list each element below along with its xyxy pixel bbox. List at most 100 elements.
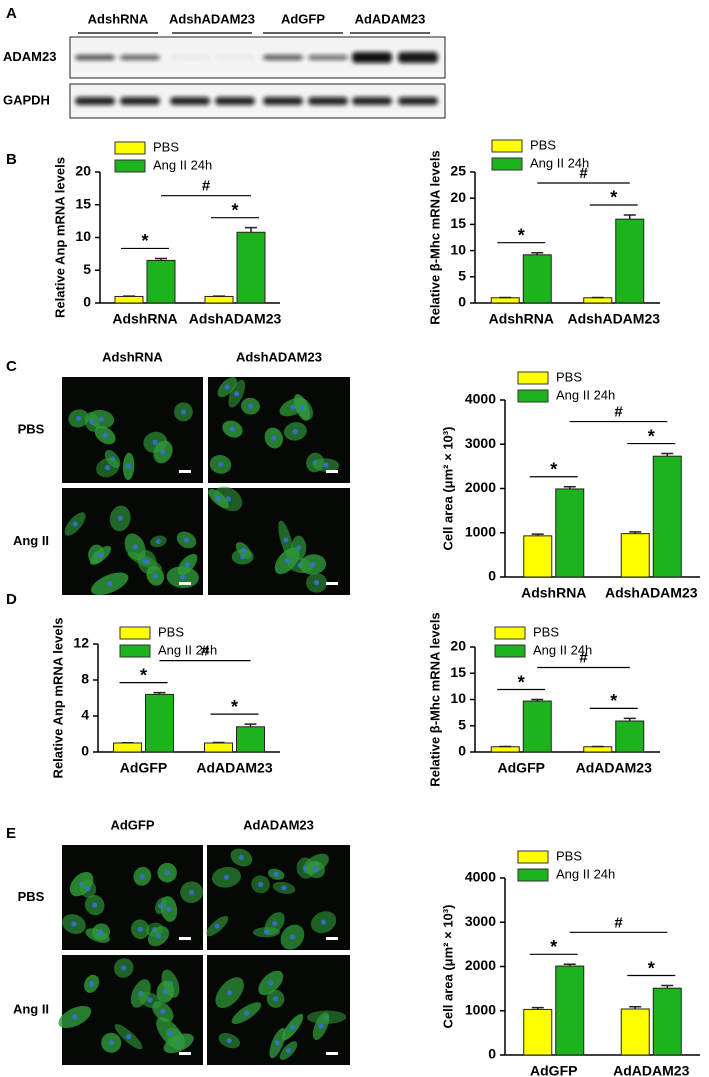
y-axis-label: Cell area (μm² × 10³) xyxy=(440,427,455,551)
legend-label: Ang II 24h xyxy=(556,866,615,881)
blot-band xyxy=(75,97,115,105)
scale-bar xyxy=(179,937,191,940)
legend-label: PBS xyxy=(530,137,556,152)
blot-band xyxy=(215,97,255,105)
x-tick-label: AdshADAM23 xyxy=(189,311,282,327)
scale-bar xyxy=(326,1052,338,1055)
bar xyxy=(523,1008,553,1056)
y-axis-label: Relative Anp mRNA levels xyxy=(52,157,67,318)
error-bar xyxy=(623,717,636,722)
nucleus xyxy=(117,515,123,522)
x-tick-label: AdGFP xyxy=(120,760,167,776)
bar xyxy=(583,746,613,753)
y-tick-label: 1000 xyxy=(465,1001,496,1017)
nucleus xyxy=(289,1024,296,1030)
y-tick-label: 25 xyxy=(450,163,466,179)
blot-band xyxy=(75,55,115,60)
nucleus xyxy=(166,906,172,912)
y-tick-label: 3000 xyxy=(465,913,496,929)
scale-bar xyxy=(179,1052,191,1055)
nucleus xyxy=(139,873,145,879)
nucleus xyxy=(162,989,168,995)
y-tick-label: 5 xyxy=(83,261,91,277)
nucleus xyxy=(283,537,289,543)
nucleus xyxy=(313,866,319,873)
legend-swatch xyxy=(114,141,146,155)
nucleus xyxy=(155,538,162,544)
legend-label: PBS xyxy=(158,624,184,639)
micrograph-row-label: Ang II xyxy=(13,533,49,548)
bar xyxy=(113,742,142,753)
bar xyxy=(236,726,265,753)
nucleus xyxy=(164,870,170,876)
between-group-mark: # xyxy=(579,649,588,666)
y-axis-label: Cell area (μm² × 10³) xyxy=(440,905,455,1029)
significance-mark: * xyxy=(141,231,148,251)
blot-band xyxy=(352,52,392,63)
error-bar xyxy=(244,723,257,727)
legend-label: Ang II 24h xyxy=(556,387,615,402)
legend-label: PBS xyxy=(556,369,582,384)
bar xyxy=(615,218,645,304)
nucleus xyxy=(274,1040,281,1046)
nucleus xyxy=(89,419,95,425)
nucleus xyxy=(215,495,222,502)
blot-band xyxy=(263,97,303,105)
significance-mark: * xyxy=(648,426,655,446)
legend-label: Ang II 24h xyxy=(530,155,589,170)
bar xyxy=(114,295,144,304)
between-group-mark: # xyxy=(614,914,623,931)
legend-label: Ang II 24h xyxy=(153,157,212,172)
y-tick-label: 5 xyxy=(458,716,466,732)
nucleus xyxy=(137,926,143,932)
error-bar xyxy=(661,984,674,989)
y-tick-label: 0 xyxy=(83,294,91,310)
between-group-mark: # xyxy=(202,178,211,195)
significance-mark: * xyxy=(231,697,238,717)
x-tick-label: AdshRNA xyxy=(521,585,586,601)
blot-band xyxy=(352,97,392,105)
between-group-mark: # xyxy=(579,165,588,182)
legend-label: PBS xyxy=(533,624,559,639)
bar xyxy=(490,746,520,753)
nucleus xyxy=(160,1008,166,1015)
y-tick-label: 10 xyxy=(75,228,91,244)
legend-label: Ang II 24h xyxy=(533,642,592,657)
y-tick-label: 2000 xyxy=(465,957,496,973)
panel-letter: D xyxy=(6,591,17,608)
y-tick-label: 20 xyxy=(450,189,466,205)
nucleus xyxy=(271,921,278,927)
nucleus xyxy=(272,996,279,1002)
nucleus xyxy=(88,981,95,987)
nucleus xyxy=(180,574,186,580)
significance-mark: * xyxy=(610,188,617,208)
nucleus xyxy=(72,1014,78,1020)
error-bar xyxy=(153,691,166,695)
micrograph-row-label: PBS xyxy=(18,421,45,436)
legend-swatch xyxy=(517,850,549,864)
blot-band xyxy=(263,55,303,60)
bar xyxy=(652,987,682,1056)
micrograph-row-label: PBS xyxy=(18,889,45,904)
significance-mark: * xyxy=(610,691,617,711)
nucleus xyxy=(76,415,82,422)
nucleus xyxy=(247,403,254,409)
nucleus xyxy=(285,1047,292,1054)
bar xyxy=(620,1008,650,1056)
nucleus xyxy=(318,1023,324,1029)
blot-band xyxy=(170,55,210,60)
legend-swatch xyxy=(517,868,549,882)
nucleus xyxy=(217,461,224,468)
nucleus xyxy=(313,580,320,586)
nucleus xyxy=(98,929,104,935)
nucleus xyxy=(180,409,187,415)
scale-bar xyxy=(179,470,191,473)
x-tick-label: AdGFP xyxy=(498,760,545,776)
y-tick-label: 1000 xyxy=(465,523,496,539)
y-tick-label: 0 xyxy=(458,743,466,759)
y-tick-label: 10 xyxy=(450,241,466,257)
legend-swatch xyxy=(494,644,526,658)
significance-mark: * xyxy=(550,459,557,479)
legend-label: PBS xyxy=(153,139,179,154)
bar xyxy=(652,455,682,578)
